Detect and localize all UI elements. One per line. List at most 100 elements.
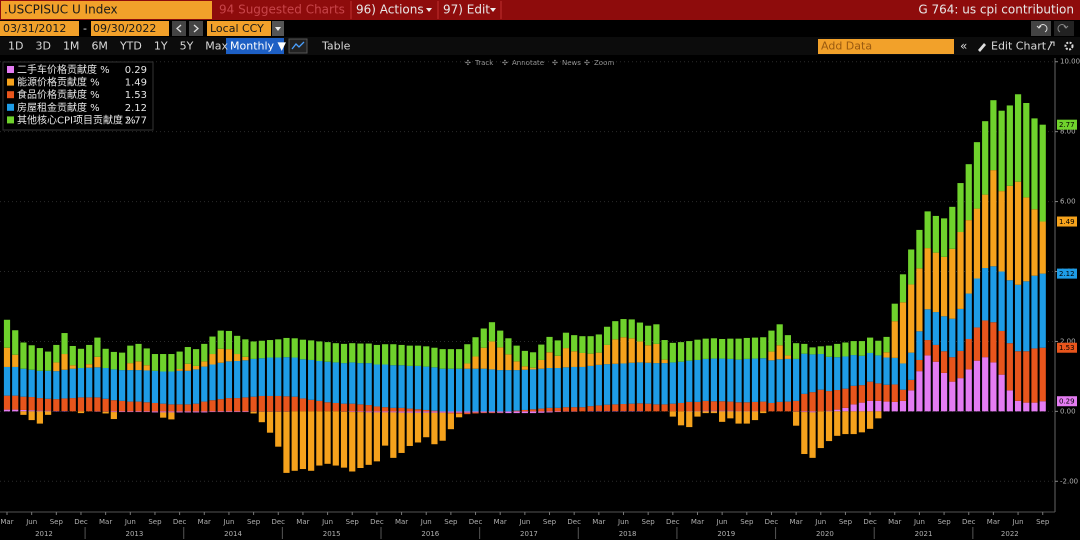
bar-segment xyxy=(28,411,35,421)
ticker[interactable]: .USCPISUC U Index xyxy=(4,3,118,17)
add-data[interactable]: Add Data xyxy=(821,40,872,53)
bar-segment xyxy=(1014,351,1022,401)
bar-segment xyxy=(793,358,800,401)
bar-segment xyxy=(497,347,504,371)
end-date[interactable]: 09/30/2022 xyxy=(93,22,156,35)
period-button[interactable]: YTD xyxy=(119,40,142,53)
collapse-icon[interactable]: « xyxy=(960,39,967,53)
bar-segment xyxy=(217,330,224,349)
bar-segment xyxy=(1023,281,1030,352)
chart-tool[interactable]: Annotate xyxy=(512,59,544,67)
bar-segment xyxy=(225,349,233,362)
edit-menu[interactable]: 97) Edit xyxy=(443,3,490,17)
bar-segment xyxy=(217,362,224,400)
start-date[interactable]: 03/31/2012 xyxy=(3,22,66,35)
bar-segment xyxy=(990,362,997,412)
bar-segment xyxy=(102,348,109,369)
bar-segment xyxy=(1039,347,1046,402)
edit-chart[interactable]: Edit Chart xyxy=(991,40,1047,53)
bar-segment xyxy=(899,400,907,412)
add-data-box[interactable] xyxy=(818,39,954,54)
bar-segment xyxy=(686,341,693,361)
end-date-box[interactable] xyxy=(91,21,169,36)
bar-segment xyxy=(151,402,159,412)
bar-segment xyxy=(825,411,833,442)
bar-segment xyxy=(694,411,701,417)
legend-label: 食品价格贡献度 % xyxy=(17,88,100,101)
bar-segment xyxy=(891,357,898,385)
ticker-box[interactable] xyxy=(1,1,212,19)
bar-segment xyxy=(776,359,783,402)
bar-segment xyxy=(719,338,726,359)
period-button[interactable]: 1D xyxy=(8,40,23,53)
period-button[interactable]: 1Y xyxy=(154,40,168,53)
bar-segment xyxy=(456,368,463,412)
chart-tool[interactable]: News xyxy=(562,59,581,67)
bar-segment xyxy=(94,367,101,398)
bar-segment xyxy=(636,362,644,404)
settings-icon[interactable] xyxy=(1064,41,1074,51)
redo-button[interactable] xyxy=(1054,21,1074,36)
bar-segment xyxy=(349,412,356,472)
frequency[interactable]: Monthly ▼ xyxy=(230,40,287,53)
bar-segment xyxy=(45,410,52,412)
period-button[interactable]: 5Y xyxy=(180,40,194,53)
table-button[interactable]: Table xyxy=(321,40,351,53)
bar-segment xyxy=(291,357,298,397)
bar-segment xyxy=(1006,390,1013,412)
bar-segment xyxy=(192,411,200,413)
bar-segment xyxy=(858,341,865,356)
start-date-box[interactable] xyxy=(0,21,79,36)
currency-box[interactable] xyxy=(207,21,271,36)
bar-segment xyxy=(53,362,60,372)
bar-segment xyxy=(1031,275,1038,349)
bar-segment xyxy=(899,274,907,303)
currency[interactable]: Local CCY xyxy=(210,22,264,35)
bar-segment xyxy=(768,360,775,403)
chart-tool[interactable]: Zoom xyxy=(594,59,614,67)
bar-segment xyxy=(932,361,939,412)
suggested-charts[interactable]: 94 Suggested Charts xyxy=(219,3,345,17)
bar-segment xyxy=(20,396,27,410)
x-tick-label: Mar xyxy=(790,518,803,526)
next-button[interactable] xyxy=(189,21,203,36)
bar-segment xyxy=(357,411,364,413)
bar-segment xyxy=(266,340,274,358)
bar-segment xyxy=(225,361,233,399)
actions-menu[interactable]: 96) Actions xyxy=(356,3,424,17)
bar-segment xyxy=(431,347,438,368)
bar-segment xyxy=(949,381,956,412)
frequency-box[interactable] xyxy=(226,38,284,54)
year-label: 2022 xyxy=(1001,530,1019,538)
bar-segment xyxy=(834,390,841,410)
x-tick-label: Jun xyxy=(913,518,925,526)
bar-segment xyxy=(702,358,709,401)
x-tick-label: Dec xyxy=(74,518,88,526)
bar-segment xyxy=(529,409,537,412)
bar-segment xyxy=(456,349,463,369)
bar-segment xyxy=(932,252,939,313)
period-button[interactable]: 3D xyxy=(35,40,50,53)
bar-segment xyxy=(12,330,19,355)
bar-segment xyxy=(406,411,413,413)
year-label: 2013 xyxy=(125,530,143,538)
undo-button[interactable] xyxy=(1031,21,1051,36)
year-label: 2021 xyxy=(915,530,933,538)
bar-segment xyxy=(529,369,537,410)
bar-segment xyxy=(61,398,68,412)
y-tick-label: -2.00 xyxy=(1060,477,1078,485)
bar-segment xyxy=(825,356,833,392)
bar-segment xyxy=(118,352,126,371)
bar-segment xyxy=(973,208,981,279)
period-button[interactable]: 6M xyxy=(91,40,108,53)
expand-icon[interactable] xyxy=(1047,41,1055,51)
bar-segment xyxy=(480,412,487,414)
bar-segment xyxy=(151,354,159,371)
period-button[interactable]: Max xyxy=(205,40,228,53)
chart-tool[interactable]: Track xyxy=(474,59,494,67)
bar-segment xyxy=(595,352,602,365)
period-button[interactable]: 1M xyxy=(63,40,80,53)
bar-segment xyxy=(513,411,520,414)
prev-button[interactable] xyxy=(172,21,186,36)
bar-segment xyxy=(571,366,578,408)
